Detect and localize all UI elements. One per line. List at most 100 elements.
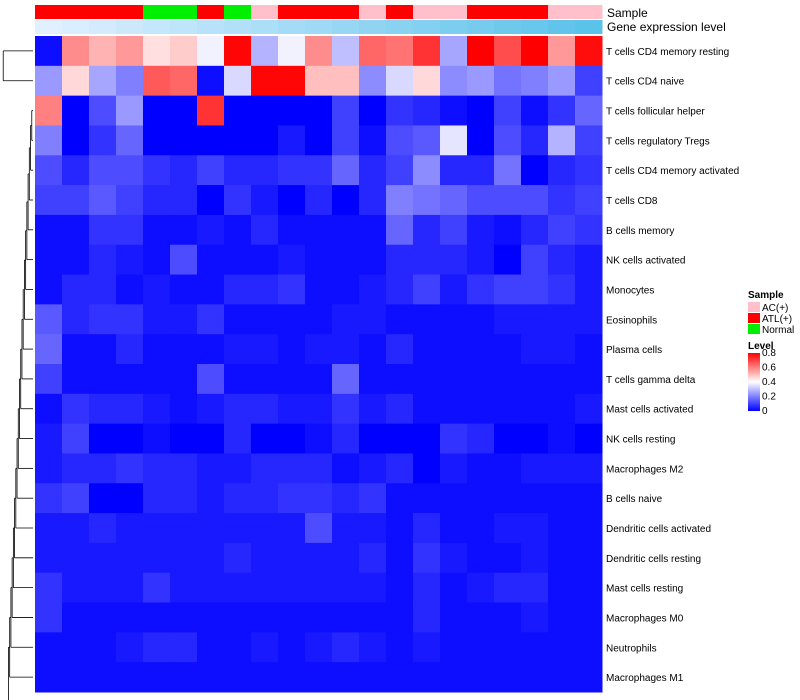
gene-expression-annotation-cell [575,20,603,34]
heatmap-cell [521,542,549,574]
heatmap-cell [359,423,387,454]
sample-annotation-label: Sample [607,6,648,20]
heatmap-cell [575,513,603,544]
heatmap-cell [62,572,90,604]
heatmap-cell [494,423,522,454]
heatmap-cell [197,483,225,514]
heatmap-cell [521,214,549,246]
heatmap-cell [224,453,252,484]
legend-level-tick-label: 0.2 [762,392,776,403]
heatmap-cell [170,483,198,514]
heatmap-cell [386,602,414,633]
heatmap-cell [89,125,117,156]
sample-annotation-cell [548,5,576,19]
heatmap-cell [35,125,63,156]
heatmap-cell [224,364,252,395]
heatmap-cell [116,274,144,305]
heatmap-cell [89,513,117,544]
heatmap-cell [359,185,387,216]
sample-annotation-cell [251,5,279,19]
heatmap-cell [548,125,576,156]
heatmap-cell [35,185,63,216]
heatmap-cell [278,423,306,454]
heatmap-cell [494,632,522,663]
heatmap-cell [251,662,279,693]
heatmap-cell [575,393,603,425]
heatmap-cell [305,513,333,544]
heatmap-cell [116,393,144,425]
heatmap-cell [467,483,495,514]
heatmap-cell [359,125,387,156]
heatmap-cell [116,423,144,454]
row-label: Macrophages M0 [606,613,684,624]
heatmap-cell [521,155,549,186]
heatmap-cell [251,632,279,663]
heatmap-cell [467,125,495,156]
heatmap-cell [548,393,576,425]
legend-level-tick-label: 0.6 [762,363,776,374]
heatmap-cell [467,185,495,216]
heatmap-cell [575,214,603,246]
row-label: Dendritic cells resting [606,554,701,565]
heatmap-cell [521,125,549,156]
heatmap-cell [251,95,279,126]
gene-expression-annotation-cell [548,20,576,34]
gene-expression-annotation-cell [305,20,333,34]
heatmap-cell [62,513,90,544]
row-label: T cells CD8 [606,196,658,207]
heatmap-cell [197,662,225,693]
heatmap-cell [170,423,198,454]
heatmap-cell [332,513,360,544]
heatmap-cell [440,65,468,97]
heatmap-cell [251,572,279,604]
heatmap-cell [575,572,603,604]
legend-level-title: Level [748,341,774,352]
heatmap-cell [440,125,468,156]
heatmap-cell [251,483,279,514]
heatmap-cell [224,632,252,663]
heatmap-cell [413,36,441,67]
heatmap-cell [575,304,603,335]
row-label: Macrophages M1 [606,673,684,684]
heatmap-cell [521,393,549,425]
heatmap-cell [413,185,441,216]
legend-level-tick-label: 0 [762,406,768,417]
sample-annotation-cell [521,5,549,19]
heatmap-cell [575,334,603,365]
gene-expression-annotation-cell [386,20,414,34]
heatmap-cell [440,453,468,484]
heatmap-cell [359,244,387,276]
heatmap-cell [359,632,387,663]
heatmap-cell [62,542,90,574]
heatmap-cell [62,214,90,246]
heatmap-cell [494,572,522,604]
heatmap-cell [359,155,387,186]
heatmap-cell [278,95,306,126]
heatmap-cell [251,453,279,484]
heatmap-cell [224,513,252,544]
heatmap-cell [170,304,198,335]
heatmap-cell [359,393,387,425]
heatmap-cells [35,36,603,693]
heatmap-cell [224,65,252,97]
heatmap-cell [170,453,198,484]
heatmap-cell [386,393,414,425]
heatmap-cell [548,572,576,604]
heatmap-cell [359,513,387,544]
gene-expression-annotation-cell [143,20,171,34]
heatmap-cell [89,542,117,574]
heatmap-cell [305,572,333,604]
heatmap-cell [197,155,225,186]
heatmap-cell [332,393,360,425]
heatmap-cell [440,423,468,454]
heatmap-cell [62,36,90,67]
heatmap-cell [35,632,63,663]
heatmap-cell [170,572,198,604]
heatmap-cell [386,662,414,693]
heatmap-cell [440,602,468,633]
row-label: NK cells activated [606,256,685,267]
heatmap-cell [197,334,225,365]
heatmap-cell [170,214,198,246]
heatmap-cell [197,393,225,425]
heatmap-cell [35,155,63,186]
